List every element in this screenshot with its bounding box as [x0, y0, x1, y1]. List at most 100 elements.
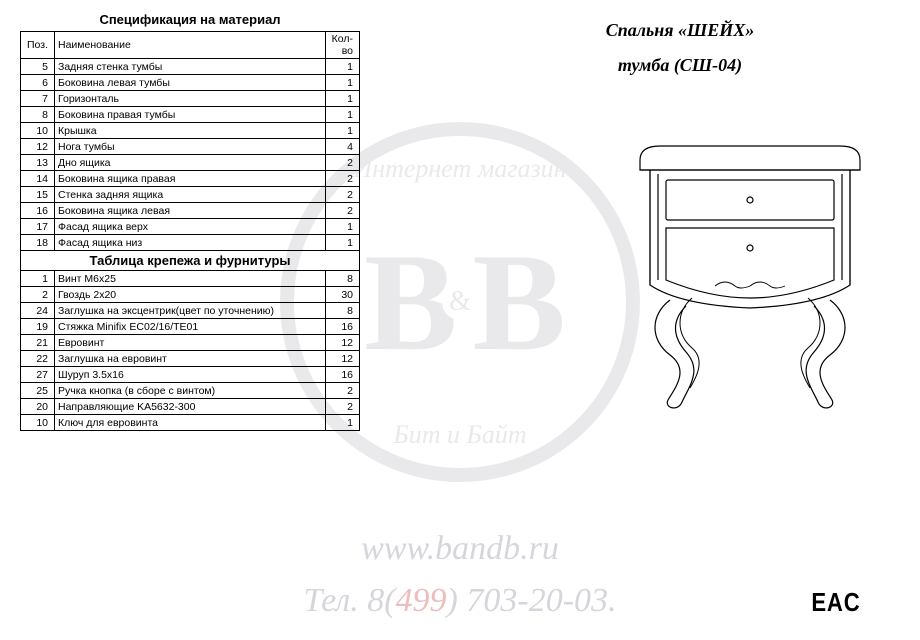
table-row: 15Стенка задняя ящика2 — [21, 187, 360, 203]
cell-name: Боковина ящика правая — [55, 171, 326, 187]
cell-qty: 2 — [326, 399, 360, 415]
cell-pos: 13 — [21, 155, 55, 171]
cell-qty: 12 — [326, 335, 360, 351]
cell-qty: 30 — [326, 287, 360, 303]
cell-qty: 1 — [326, 235, 360, 251]
watermark-tel: Тел. 8(499) 703-20-03. — [303, 582, 616, 620]
cell-pos: 10 — [21, 415, 55, 431]
cell-pos: 8 — [21, 107, 55, 123]
cell-qty: 16 — [326, 367, 360, 383]
table-row: 10Ключ для евровинта1 — [21, 415, 360, 431]
spec-block: Спецификация на материал Поз. Наименован… — [20, 10, 360, 431]
table-row: 27Шуруп 3.5х1616 — [21, 367, 360, 383]
cell-name: Стяжка Minifix EC02/16/TE01 — [55, 319, 326, 335]
spec-header-qty: Кол-во — [326, 32, 360, 59]
table-row: 6Боковина левая тумбы1 — [21, 75, 360, 91]
cell-qty: 16 — [326, 319, 360, 335]
cell-pos: 12 — [21, 139, 55, 155]
table-row: 8Боковина правая тумбы1 — [21, 107, 360, 123]
cell-name: Гвоздь 2х20 — [55, 287, 326, 303]
cell-name: Боковина ящика левая — [55, 203, 326, 219]
cell-name: Направляющие KA5632-300 — [55, 399, 326, 415]
spec-header-name: Наименование — [55, 32, 326, 59]
cell-name: Стенка задняя ящика — [55, 187, 326, 203]
cell-name: Боковина правая тумбы — [55, 107, 326, 123]
table-row: 22Заглушка на евровинт12 — [21, 351, 360, 367]
cell-qty: 1 — [326, 219, 360, 235]
table-row: 17Фасад ящика верх1 — [21, 219, 360, 235]
table-row: 7Горизонталь1 — [21, 91, 360, 107]
watermark-url: www.bandb.ru — [361, 530, 559, 568]
table-row: 12Нога тумбы4 — [21, 139, 360, 155]
hardware-title: Таблица крепежа и фурнитуры — [20, 251, 360, 270]
table-row: 20Направляющие KA5632-3002 — [21, 399, 360, 415]
cell-name: Евровинт — [55, 335, 326, 351]
spec-table: Поз. Наименование Кол-во 5Задняя стенка … — [20, 31, 360, 251]
cell-name: Ключ для евровинта — [55, 415, 326, 431]
cell-pos: 20 — [21, 399, 55, 415]
cell-qty: 4 — [326, 139, 360, 155]
cell-qty: 1 — [326, 415, 360, 431]
cell-qty: 12 — [326, 351, 360, 367]
table-row: 19Стяжка Minifix EC02/16/TE0116 — [21, 319, 360, 335]
eac-mark: EAC — [811, 587, 860, 618]
cell-qty: 1 — [326, 107, 360, 123]
cell-pos: 15 — [21, 187, 55, 203]
cell-name: Нога тумбы — [55, 139, 326, 155]
cell-pos: 22 — [21, 351, 55, 367]
table-row: 21Евровинт12 — [21, 335, 360, 351]
cell-name: Крышка — [55, 123, 326, 139]
table-row: 5Задняя стенка тумбы1 — [21, 59, 360, 75]
cell-pos: 16 — [21, 203, 55, 219]
table-row: 2Гвоздь 2х2030 — [21, 287, 360, 303]
cell-qty: 1 — [326, 91, 360, 107]
cell-pos: 7 — [21, 91, 55, 107]
cell-name: Дно ящика — [55, 155, 326, 171]
cell-name: Задняя стенка тумбы — [55, 59, 326, 75]
product-drawing — [620, 130, 880, 420]
cell-pos: 24 — [21, 303, 55, 319]
cell-pos: 10 — [21, 123, 55, 139]
table-row: 14Боковина ящика правая2 — [21, 171, 360, 187]
cell-name: Фасад ящика низ — [55, 235, 326, 251]
cell-name: Заглушка на евровинт — [55, 351, 326, 367]
cell-pos: 1 — [21, 271, 55, 287]
cell-name: Горизонталь — [55, 91, 326, 107]
cell-pos: 6 — [21, 75, 55, 91]
cell-name: Заглушка на эксцентрик(цвет по уточнению… — [55, 303, 326, 319]
table-row: 24Заглушка на эксцентрик(цвет по уточнен… — [21, 303, 360, 319]
table-row: 13Дно ящика2 — [21, 155, 360, 171]
cell-qty: 1 — [326, 75, 360, 91]
cell-pos: 14 — [21, 171, 55, 187]
table-row: 16Боковина ящика левая2 — [21, 203, 360, 219]
cell-qty: 2 — [326, 155, 360, 171]
cell-pos: 17 — [21, 219, 55, 235]
cell-pos: 2 — [21, 287, 55, 303]
cell-pos: 18 — [21, 235, 55, 251]
cell-pos: 21 — [21, 335, 55, 351]
table-row: 25Ручка кнопка (в сборе с винтом)2 — [21, 383, 360, 399]
table-row: 1Винт М6х258 — [21, 271, 360, 287]
cell-pos: 5 — [21, 59, 55, 75]
cell-qty: 2 — [326, 187, 360, 203]
cell-pos: 27 — [21, 367, 55, 383]
table-row: 18Фасад ящика низ1 — [21, 235, 360, 251]
cell-qty: 2 — [326, 383, 360, 399]
cell-name: Винт М6х25 — [55, 271, 326, 287]
cell-qty: 1 — [326, 59, 360, 75]
cell-pos: 19 — [21, 319, 55, 335]
cell-qty: 8 — [326, 303, 360, 319]
cell-qty: 8 — [326, 271, 360, 287]
cell-qty: 2 — [326, 203, 360, 219]
spec-header-pos: Поз. — [21, 32, 55, 59]
table-row: 10Крышка1 — [21, 123, 360, 139]
cell-name: Ручка кнопка (в сборе с винтом) — [55, 383, 326, 399]
cell-qty: 1 — [326, 123, 360, 139]
spec-title: Спецификация на материал — [20, 10, 360, 31]
hardware-table: 1Винт М6х2582Гвоздь 2х203024Заглушка на … — [20, 270, 360, 431]
cell-name: Боковина левая тумбы — [55, 75, 326, 91]
cell-name: Фасад ящика верх — [55, 219, 326, 235]
cell-pos: 25 — [21, 383, 55, 399]
cell-qty: 2 — [326, 171, 360, 187]
cell-name: Шуруп 3.5х16 — [55, 367, 326, 383]
